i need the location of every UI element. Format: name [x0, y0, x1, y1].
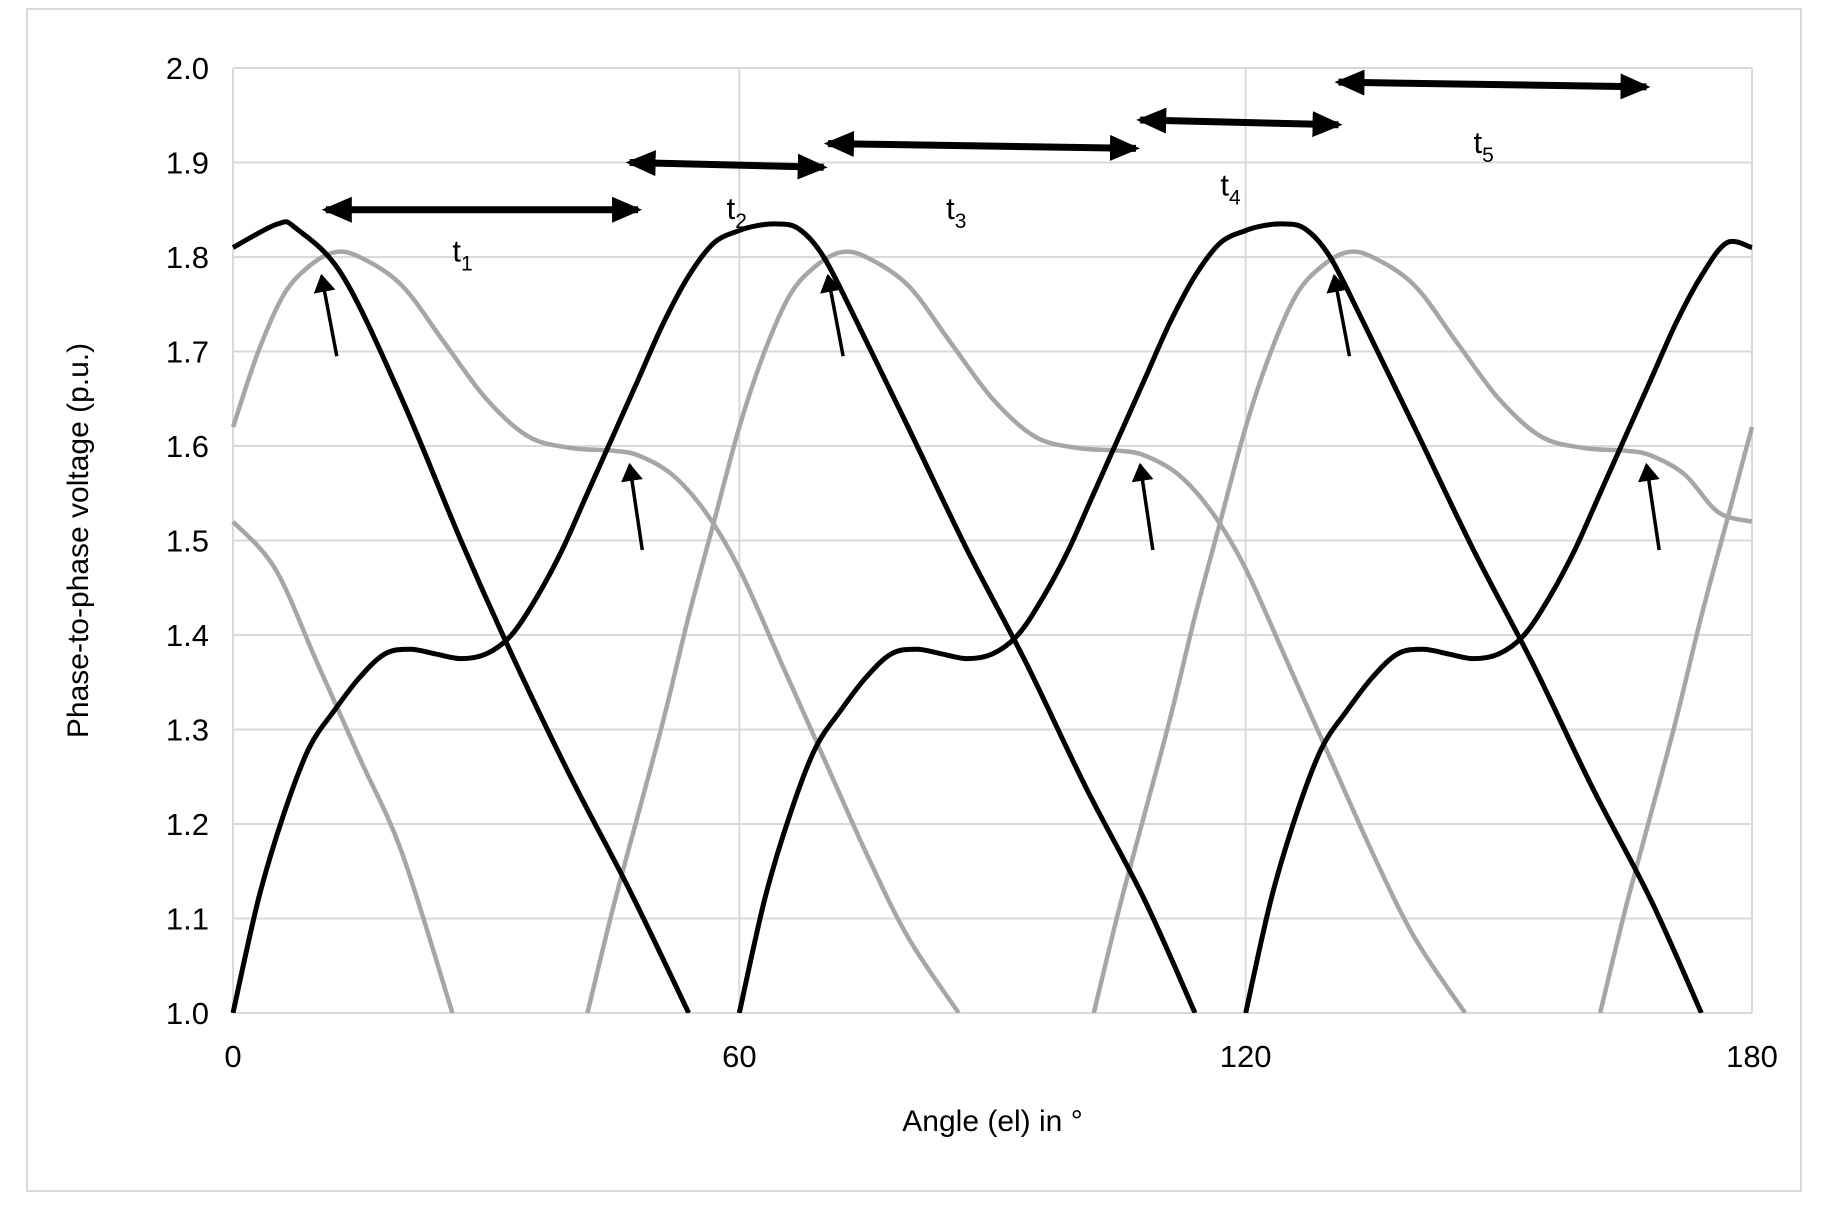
- crossing-arrow-3: [820, 273, 845, 357]
- y-tick-label: 1.8: [166, 240, 209, 275]
- x-tick-label: 180: [1726, 1039, 1778, 1074]
- interval-label-t2: t2: [727, 191, 747, 233]
- interval-arrow-t4: [1136, 107, 1343, 138]
- crossing-arrow-4: [1131, 462, 1155, 551]
- y-tick-label: 1.5: [166, 524, 209, 559]
- crossing-arrow-1: [313, 273, 339, 357]
- y-tick-label: 1.9: [166, 146, 209, 181]
- y-tick-label: 1.4: [166, 618, 209, 653]
- y-tick-label: 1.2: [166, 807, 209, 842]
- interval-arrow-t3: [823, 131, 1140, 161]
- black-series-line-4: [1243, 238, 1753, 1013]
- crossing-arrow-6: [1637, 462, 1661, 551]
- gray-series-line-8: [1597, 426, 1755, 1013]
- x-tick-label: 120: [1220, 1039, 1272, 1074]
- gray-series-line-7: [1091, 249, 1753, 1013]
- y-axis-title: Phase-to-phase voltage (p.u.): [62, 343, 95, 738]
- interval-arrow-t5: [1334, 69, 1651, 100]
- y-tick-label: 1.3: [166, 713, 209, 748]
- black-series-line-1: [231, 219, 691, 1013]
- annotation-group: t1 t2 t3 t4 t5: [313, 69, 1661, 551]
- crossing-arrow-5: [1326, 273, 1352, 357]
- black-series-group: [230, 219, 1753, 1013]
- gray-series-line-5: [230, 249, 961, 1013]
- black-series-line-3: [736, 221, 1704, 1013]
- gray-series-line-6: [585, 249, 1467, 1013]
- gray-series-group: [230, 249, 1755, 1013]
- interval-label-t5: t5: [1474, 125, 1494, 167]
- interval-label-t3: t3: [946, 191, 966, 233]
- x-tick-label: 0: [224, 1039, 241, 1074]
- y-tick-label: 1.1: [166, 902, 209, 937]
- grid-lines: [232, 67, 1753, 1014]
- x-tick-label: 60: [722, 1039, 756, 1074]
- interval-label-t1: t1: [452, 234, 472, 276]
- y-tick-label: 1.0: [166, 996, 209, 1031]
- gray-series-line-9: [231, 520, 455, 1013]
- black-series-line-2: [230, 221, 1198, 1013]
- y-tick-label: 2.0: [166, 51, 209, 86]
- crossing-arrow-2: [621, 462, 645, 551]
- interval-label-t4: t4: [1220, 168, 1241, 210]
- tick-labels: 1.0 1.1 1.2 1.3 1.4 1.5 1.6 1.7 1.8 1.9 2.0 0 60 120 1…: [166, 51, 1778, 1074]
- y-tick-label: 1.7: [166, 335, 209, 370]
- y-tick-label: 1.6: [166, 429, 209, 464]
- x-axis-title: Angle (el) in °: [902, 1105, 1082, 1138]
- interval-arrow-t2: [625, 150, 828, 180]
